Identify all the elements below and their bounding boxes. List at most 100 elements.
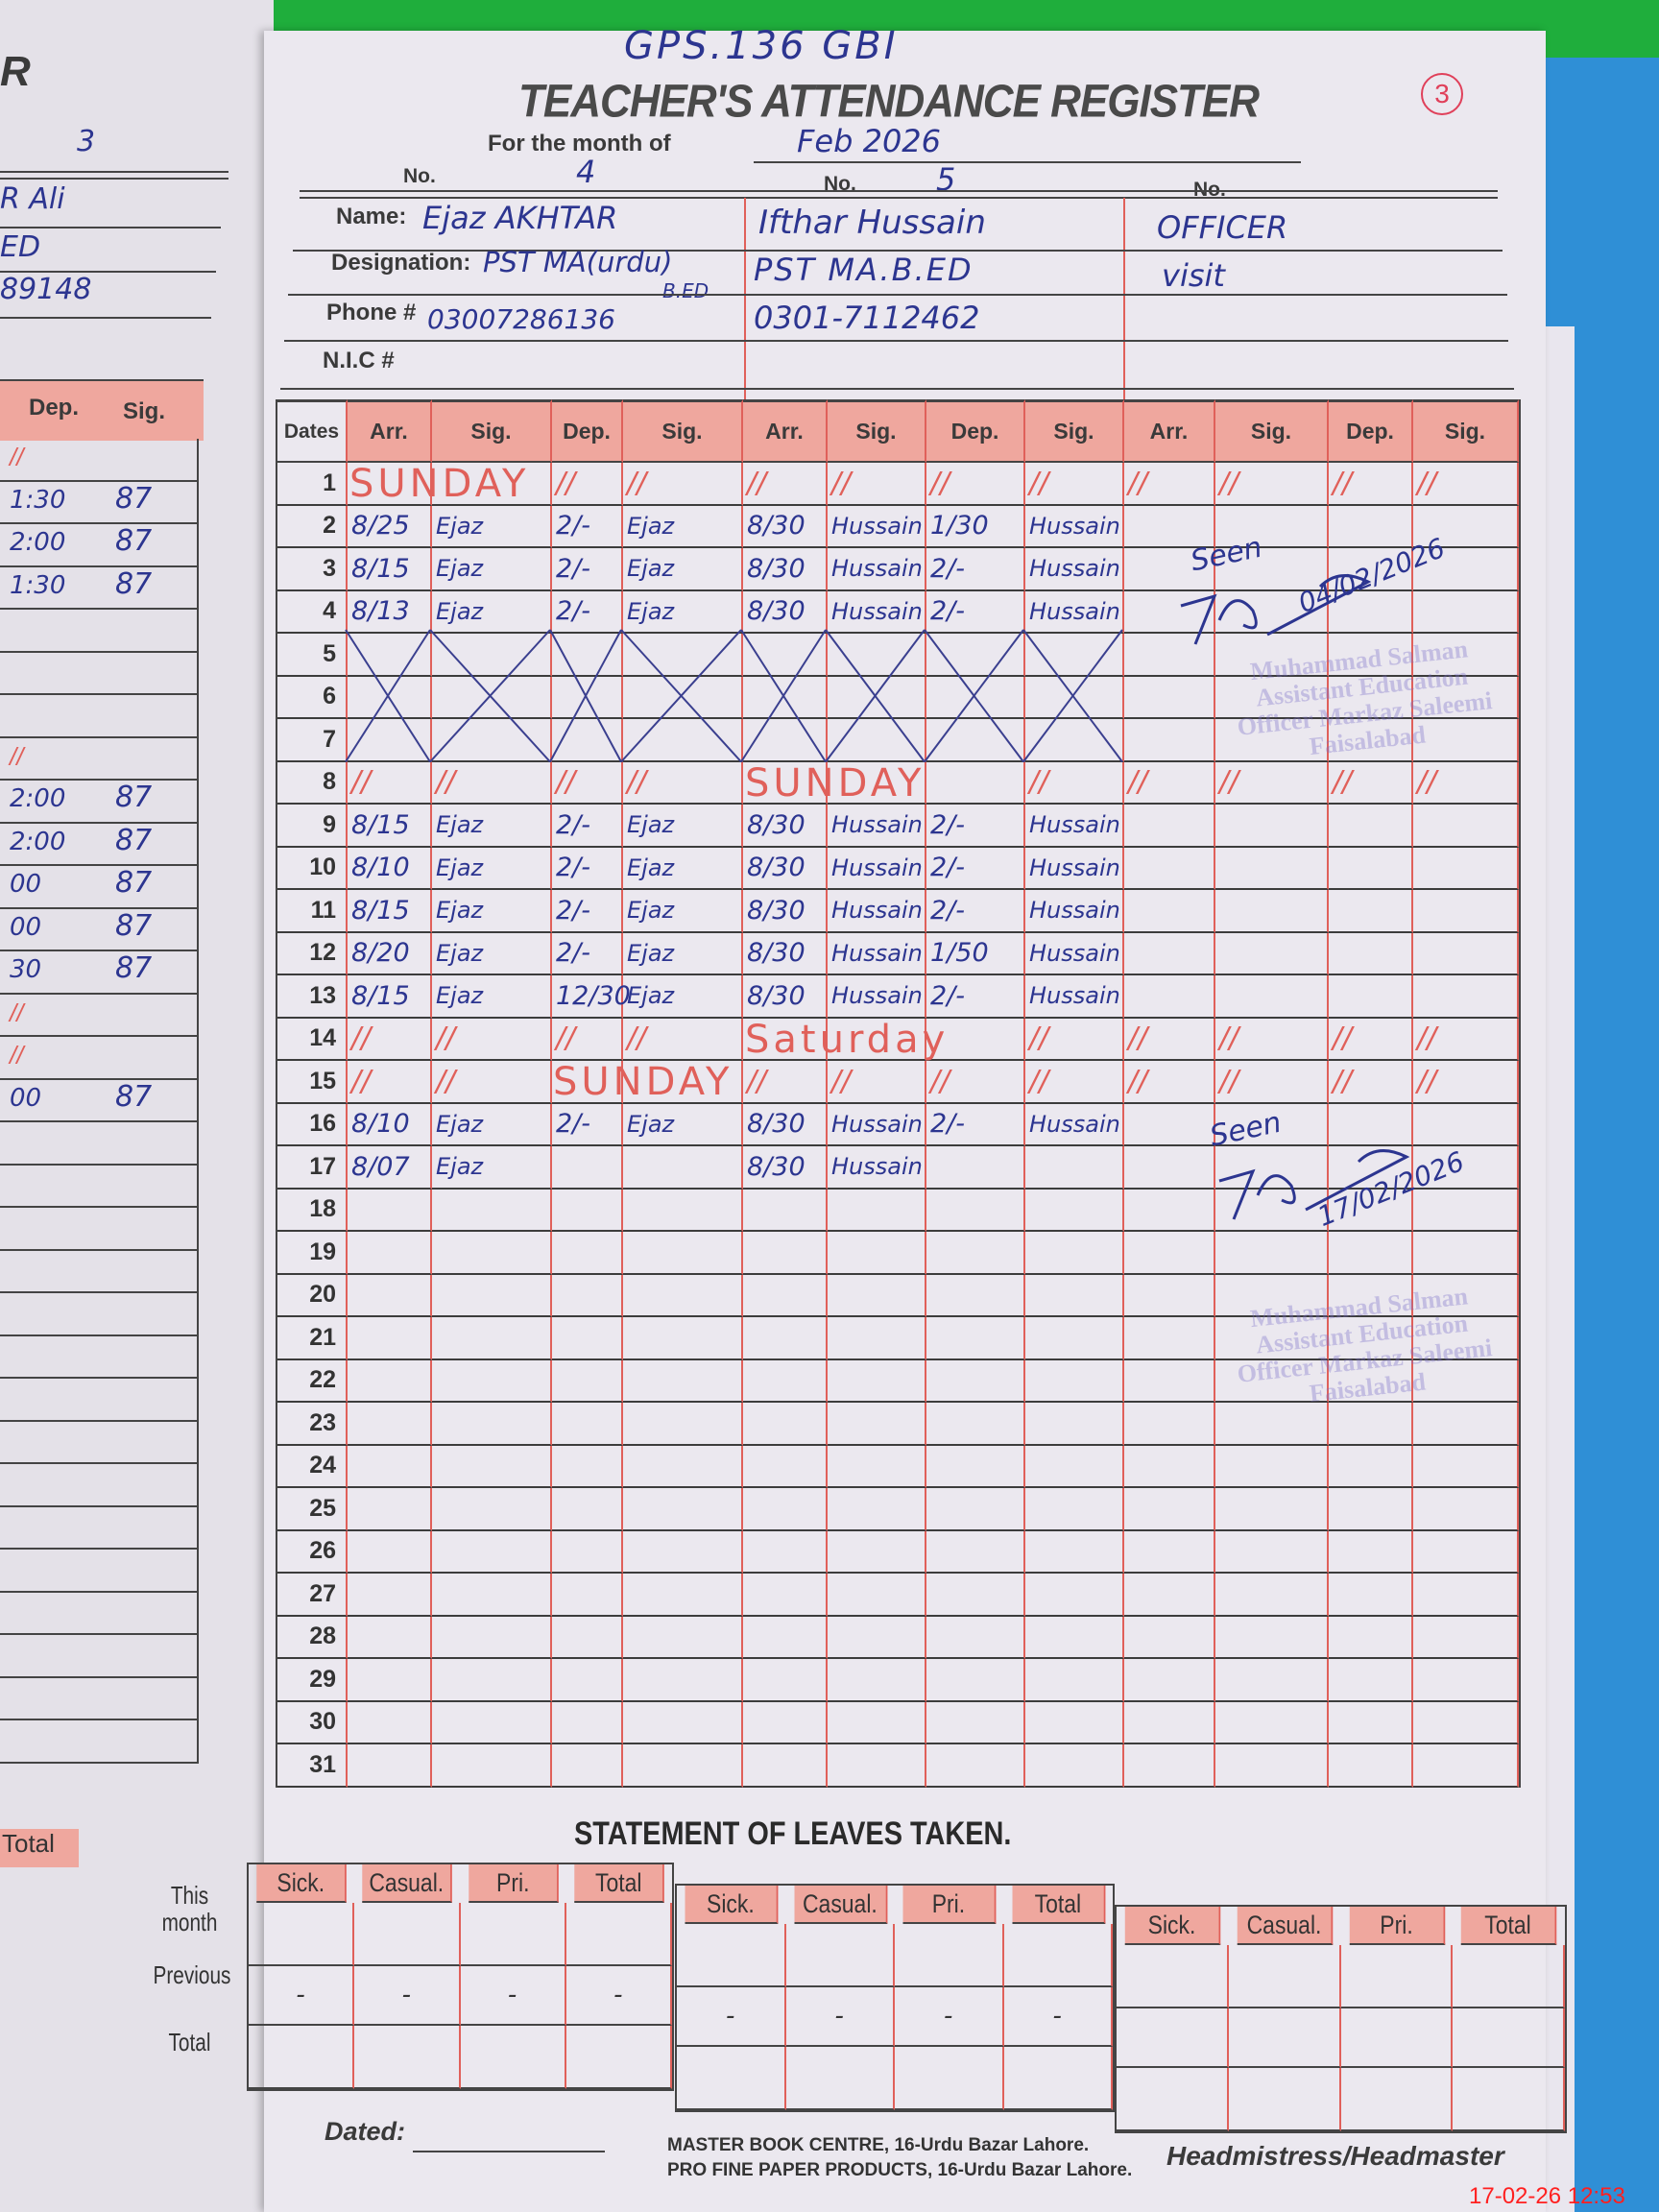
time-entry: 8/30 [747, 1151, 805, 1182]
time-entry: 2/- [556, 895, 591, 926]
signature: Ejaz [436, 897, 484, 925]
left-row [0, 1251, 197, 1293]
left-signature: 87 [115, 866, 153, 900]
column-header-dates: Dates [277, 399, 348, 463]
attendance-cell [552, 719, 623, 762]
holiday-mark: // [627, 466, 647, 500]
signature: Ejaz [627, 597, 675, 625]
attendance-cell [552, 1274, 623, 1317]
attendance-cell: 8/07 [348, 1146, 432, 1190]
attendance-cell [623, 1274, 743, 1317]
attendance-cell [1329, 719, 1413, 762]
month-label: For the month of [488, 131, 671, 156]
date-cell: 10 [277, 847, 348, 890]
attendance-cell [743, 634, 828, 677]
attendance-cell [348, 1701, 432, 1744]
left-signature: 87 [115, 566, 153, 601]
holiday-label: Saturday [745, 1017, 950, 1062]
time-entry: 8/15 [351, 553, 410, 584]
left-signature: 87 [115, 951, 153, 985]
attendance-cell [1329, 505, 1413, 548]
attendance-cell: // [1413, 1018, 1519, 1061]
signature: Ejaz [627, 854, 675, 881]
column-header-arr-dep: Dep. [926, 399, 1025, 463]
holiday-mark: // [1417, 765, 1437, 800]
left-row [0, 1550, 197, 1593]
left-holiday-mark: // [10, 741, 24, 771]
attendance-cell: // [1329, 1061, 1413, 1104]
left-phone: 89148 [0, 273, 92, 306]
attendance-cell [1025, 1574, 1124, 1617]
leaves-cell [354, 2026, 461, 2089]
attendance-cell [1124, 975, 1215, 1019]
leaves-cell: - [565, 1966, 672, 2026]
holiday-mark: // [1128, 1064, 1148, 1098]
attendance-cell [1329, 1146, 1413, 1190]
left-row [0, 1507, 197, 1550]
leaves-cell [1003, 2047, 1113, 2110]
time-entry: 8/30 [747, 938, 805, 969]
left-row: // [0, 738, 197, 781]
date-cell: 8 [277, 761, 348, 805]
holiday-mark: // [1219, 466, 1239, 500]
attendance-cell [1215, 1403, 1329, 1446]
officer-signature [1176, 567, 1387, 658]
leaves-cell [460, 1903, 566, 1966]
teacher1-no: 4 [576, 154, 596, 190]
attendance-cell [1124, 890, 1215, 933]
attendance-cell: // [926, 463, 1025, 506]
leaves-table-group: Sick. Casual. Pri. Total [1115, 1905, 1567, 2133]
left-signature: 87 [115, 823, 153, 857]
time-entry: 2/- [556, 511, 591, 541]
holiday-mark: // [1128, 1022, 1148, 1056]
attendance-cell [828, 719, 926, 762]
attendance-cell [623, 1744, 743, 1788]
attendance-cell [743, 1616, 828, 1659]
attendance-cell [743, 1701, 828, 1744]
leaves-cell [1117, 2008, 1229, 2068]
attendance-cell: Hussain [828, 975, 926, 1019]
attendance-cell [348, 1403, 432, 1446]
attendance-cell [1413, 1659, 1519, 1702]
left-dep-time: 00 [10, 1083, 42, 1113]
left-row: 1:30 87 [0, 482, 197, 524]
attendance-cell [1215, 1103, 1329, 1146]
holiday-mark: // [930, 466, 950, 500]
attendance-cell: Hussain [1025, 505, 1124, 548]
attendance-cell [743, 1189, 828, 1232]
attendance-cell [1329, 634, 1413, 677]
date-cell: 1 [277, 463, 348, 506]
attendance-cell: // [1329, 1018, 1413, 1061]
attendance-cell: Hussain [1025, 890, 1124, 933]
attendance-cell: // [743, 1061, 828, 1104]
attendance-cell [348, 1744, 432, 1788]
attendance-cell [1215, 1146, 1329, 1190]
attendance-cell: Ejaz [623, 890, 743, 933]
leaves-cell [460, 2026, 566, 2089]
leaves-cell [249, 2026, 355, 2089]
attendance-cell [1124, 1103, 1215, 1146]
register-sheet [264, 31, 1546, 2212]
left-row: 00 87 [0, 866, 197, 909]
leaves-cell: - [249, 1966, 355, 2026]
attendance-cell [623, 1232, 743, 1275]
signature: Ejaz [436, 1110, 484, 1138]
leaves-cell [1453, 2008, 1565, 2068]
attendance-cell: Ejaz [623, 847, 743, 890]
attendance-cell: Ejaz [432, 847, 552, 890]
attendance-cell [552, 1530, 623, 1574]
left-row [0, 1593, 197, 1635]
leaves-cell [1453, 2068, 1565, 2131]
attendance-cell [926, 1530, 1025, 1574]
attendance-cell: Hussain [828, 847, 926, 890]
leaves-cell [895, 2047, 1004, 2110]
leaves-header-sick: Sick. [256, 1864, 347, 1903]
column-header-arr-dep: Arr. [1124, 399, 1215, 463]
column-header-sig: Sig. [1215, 399, 1329, 463]
leaves-row-this-month: This month [161, 1881, 218, 1936]
attendance-cell [348, 463, 432, 506]
holiday-label: SUNDAY [745, 760, 926, 805]
attendance-cell [552, 1317, 623, 1360]
register-title: TEACHER'S ATTENDANCE REGISTER [518, 75, 1260, 128]
attendance-cell [348, 1189, 432, 1232]
